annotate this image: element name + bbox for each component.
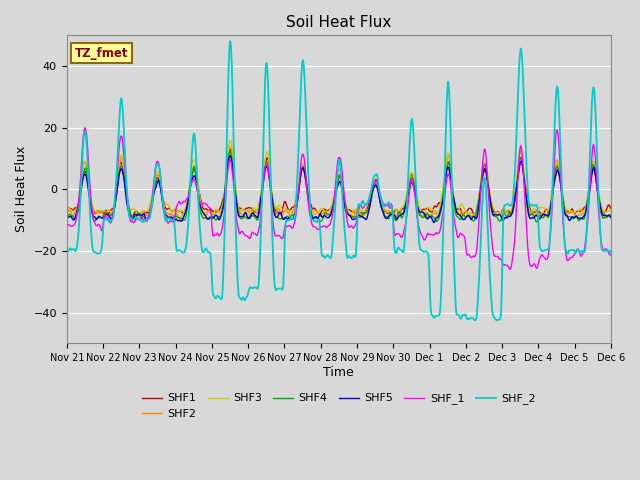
SHF1	[128, 216, 136, 221]
SHF_2	[227, 38, 234, 44]
SHF4	[129, 214, 136, 220]
SHF_2	[63, 248, 70, 254]
Line: SHF1: SHF1	[67, 150, 611, 218]
SHF_1	[129, 219, 137, 225]
SHF3	[607, 207, 614, 213]
SHF4	[406, 181, 413, 187]
SHF4	[227, 149, 234, 155]
SHF1	[406, 177, 414, 182]
Title: Soil Heat Flux: Soil Heat Flux	[286, 15, 392, 30]
Line: SHF_2: SHF_2	[67, 41, 611, 320]
SHF3	[73, 206, 81, 212]
SHF2	[607, 214, 614, 219]
SHF_1	[422, 236, 429, 242]
SHF3	[100, 214, 108, 219]
SHF1	[214, 209, 221, 215]
SHF1	[73, 205, 81, 211]
SHF5	[607, 215, 614, 220]
SHF_1	[81, 125, 89, 131]
SHF1	[607, 205, 614, 211]
SHF5	[212, 213, 220, 218]
SHF4	[63, 216, 70, 221]
SHF_1	[73, 214, 81, 219]
SHF4	[184, 199, 192, 205]
SHF2	[406, 183, 414, 189]
SHF_1	[406, 188, 413, 193]
SHF_2	[493, 317, 501, 323]
Y-axis label: Soil Heat Flux: Soil Heat Flux	[15, 146, 28, 232]
SHF5	[422, 214, 429, 219]
Line: SHF2: SHF2	[67, 147, 611, 219]
SHF_2	[607, 248, 614, 254]
SHF_1	[185, 193, 193, 199]
SHF5	[430, 220, 438, 226]
SHF2	[185, 196, 193, 202]
SHF_1	[506, 266, 514, 272]
SHF4	[533, 219, 541, 225]
SHF_1	[63, 224, 70, 230]
SHF2	[227, 144, 234, 150]
SHF5	[406, 186, 413, 192]
Line: SHF5: SHF5	[67, 156, 611, 223]
SHF5	[184, 200, 192, 206]
SHF5	[227, 153, 234, 158]
SHF_1	[607, 252, 614, 258]
SHF3	[129, 205, 137, 211]
SHF4	[73, 214, 81, 219]
SHF4	[607, 212, 614, 217]
SHF3	[422, 207, 430, 213]
SHF2	[129, 215, 136, 220]
SHF_2	[422, 249, 429, 254]
SHF4	[212, 217, 220, 223]
X-axis label: Time: Time	[323, 366, 354, 379]
SHF4	[422, 213, 429, 218]
SHF_2	[73, 246, 81, 252]
SHF1	[227, 147, 234, 153]
SHF1	[129, 212, 137, 218]
SHF3	[185, 192, 193, 198]
SHF3	[227, 138, 234, 144]
Text: TZ_fmet: TZ_fmet	[75, 47, 129, 60]
SHF3	[63, 208, 70, 214]
SHF_2	[212, 294, 220, 300]
SHF2	[63, 207, 70, 213]
SHF2	[73, 207, 81, 213]
SHF3	[406, 173, 414, 179]
SHF_2	[129, 217, 136, 223]
SHF2	[422, 211, 430, 217]
SHF1	[185, 192, 193, 198]
SHF5	[129, 216, 136, 222]
SHF2	[176, 216, 184, 222]
SHF5	[63, 214, 70, 220]
SHF3	[214, 208, 221, 214]
SHF1	[63, 208, 70, 214]
SHF1	[422, 206, 430, 212]
Line: SHF3: SHF3	[67, 141, 611, 216]
SHF5	[73, 209, 81, 215]
SHF_2	[184, 225, 192, 231]
SHF_2	[406, 143, 413, 148]
Line: SHF4: SHF4	[67, 152, 611, 222]
Line: SHF_1: SHF_1	[67, 128, 611, 269]
Legend: SHF1, SHF2, SHF3, SHF4, SHF5, SHF_1, SHF_2: SHF1, SHF2, SHF3, SHF4, SHF5, SHF_1, SHF…	[138, 389, 540, 423]
SHF_1	[214, 230, 221, 236]
SHF2	[214, 210, 221, 216]
